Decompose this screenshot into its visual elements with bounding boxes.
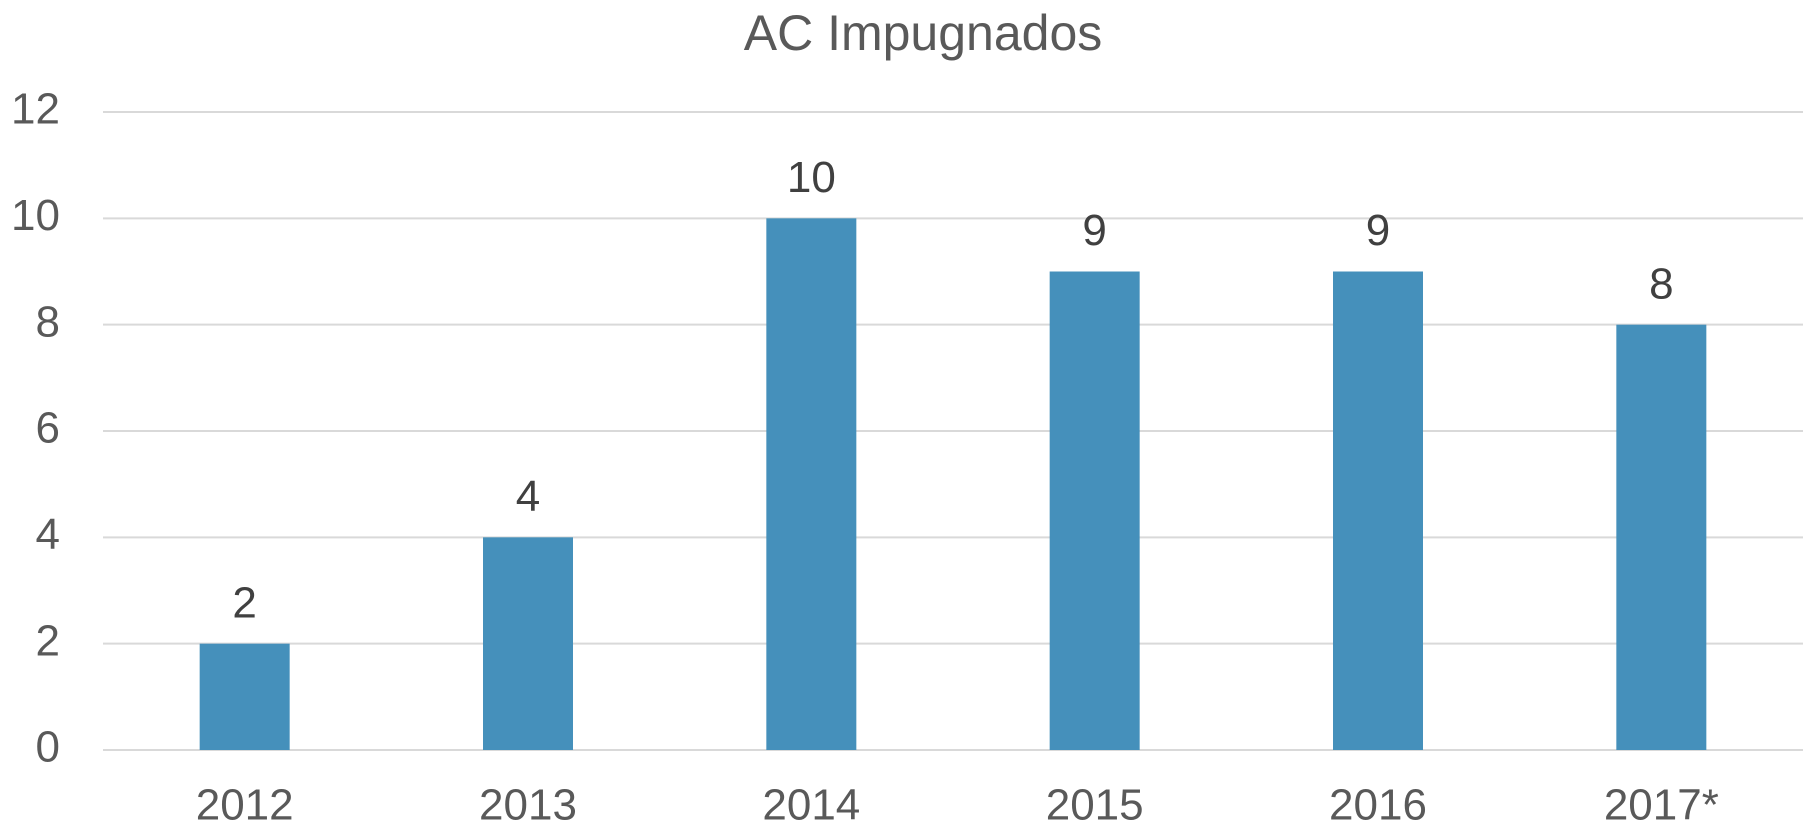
x-tick-label: 2012: [196, 781, 294, 828]
x-tick-label: 2015: [1046, 781, 1144, 828]
data-label: 9: [1366, 206, 1390, 255]
y-tick-label: 6: [36, 404, 60, 453]
bar: [766, 218, 857, 751]
y-tick-label: 0: [36, 723, 60, 772]
bar: [199, 643, 290, 750]
bar: [483, 537, 573, 750]
y-tick-label: 2: [36, 616, 60, 665]
x-tick-label: 2013: [479, 781, 577, 828]
bar: [1049, 271, 1140, 750]
y-tick-label: 8: [36, 297, 60, 346]
y-tick-label: 4: [36, 510, 60, 559]
y-tick-label: 12: [11, 85, 60, 134]
data-label: 4: [516, 472, 540, 521]
chart-title: AC Impugnados: [744, 5, 1103, 61]
data-label: 9: [1082, 206, 1106, 255]
bar: [1616, 324, 1707, 750]
x-tick-label: 2014: [762, 781, 860, 828]
y-tick-label: 10: [11, 191, 60, 240]
bar: [1333, 271, 1423, 750]
x-tick-label: 2017*: [1604, 781, 1719, 828]
data-label: 2: [232, 578, 256, 627]
data-label: 8: [1649, 259, 1673, 308]
data-label: 10: [787, 153, 836, 202]
x-tick-label: 2016: [1329, 781, 1427, 828]
